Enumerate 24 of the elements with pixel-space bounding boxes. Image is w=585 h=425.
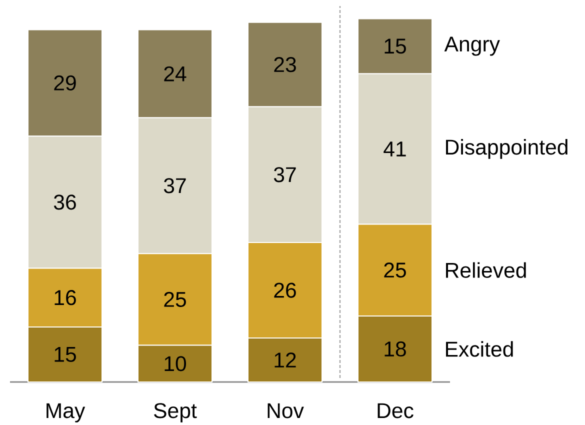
data-label: 12 bbox=[274, 352, 296, 368]
data-label: 36 bbox=[54, 194, 76, 210]
series-label: Angry bbox=[444, 36, 500, 56]
data-label: 26 bbox=[274, 282, 296, 298]
data-label: 10 bbox=[164, 356, 186, 372]
data-label: 37 bbox=[274, 167, 296, 182]
data-label: 23 bbox=[274, 57, 296, 72]
data-label: 25 bbox=[384, 262, 406, 278]
data-label: 24 bbox=[164, 66, 186, 82]
data-label: 25 bbox=[164, 292, 186, 307]
series-label: Excited bbox=[446, 341, 513, 357]
data-label: 41 bbox=[384, 142, 406, 156]
data-label: 15 bbox=[54, 347, 76, 362]
data-label: 37 bbox=[164, 178, 186, 194]
data-label: 16 bbox=[54, 290, 76, 306]
series-label: Disappointed bbox=[446, 139, 568, 159]
data-label: 15 bbox=[384, 38, 406, 54]
series-label: Relieved bbox=[446, 262, 526, 278]
x-tick-label: Sept bbox=[154, 403, 197, 422]
x-tick-label: Nov bbox=[268, 403, 304, 418]
x-tick-label: Dec bbox=[378, 403, 414, 418]
data-label: 29 bbox=[54, 75, 76, 90]
x-tick-label: May bbox=[46, 403, 86, 422]
data-label: 18 bbox=[384, 341, 406, 357]
